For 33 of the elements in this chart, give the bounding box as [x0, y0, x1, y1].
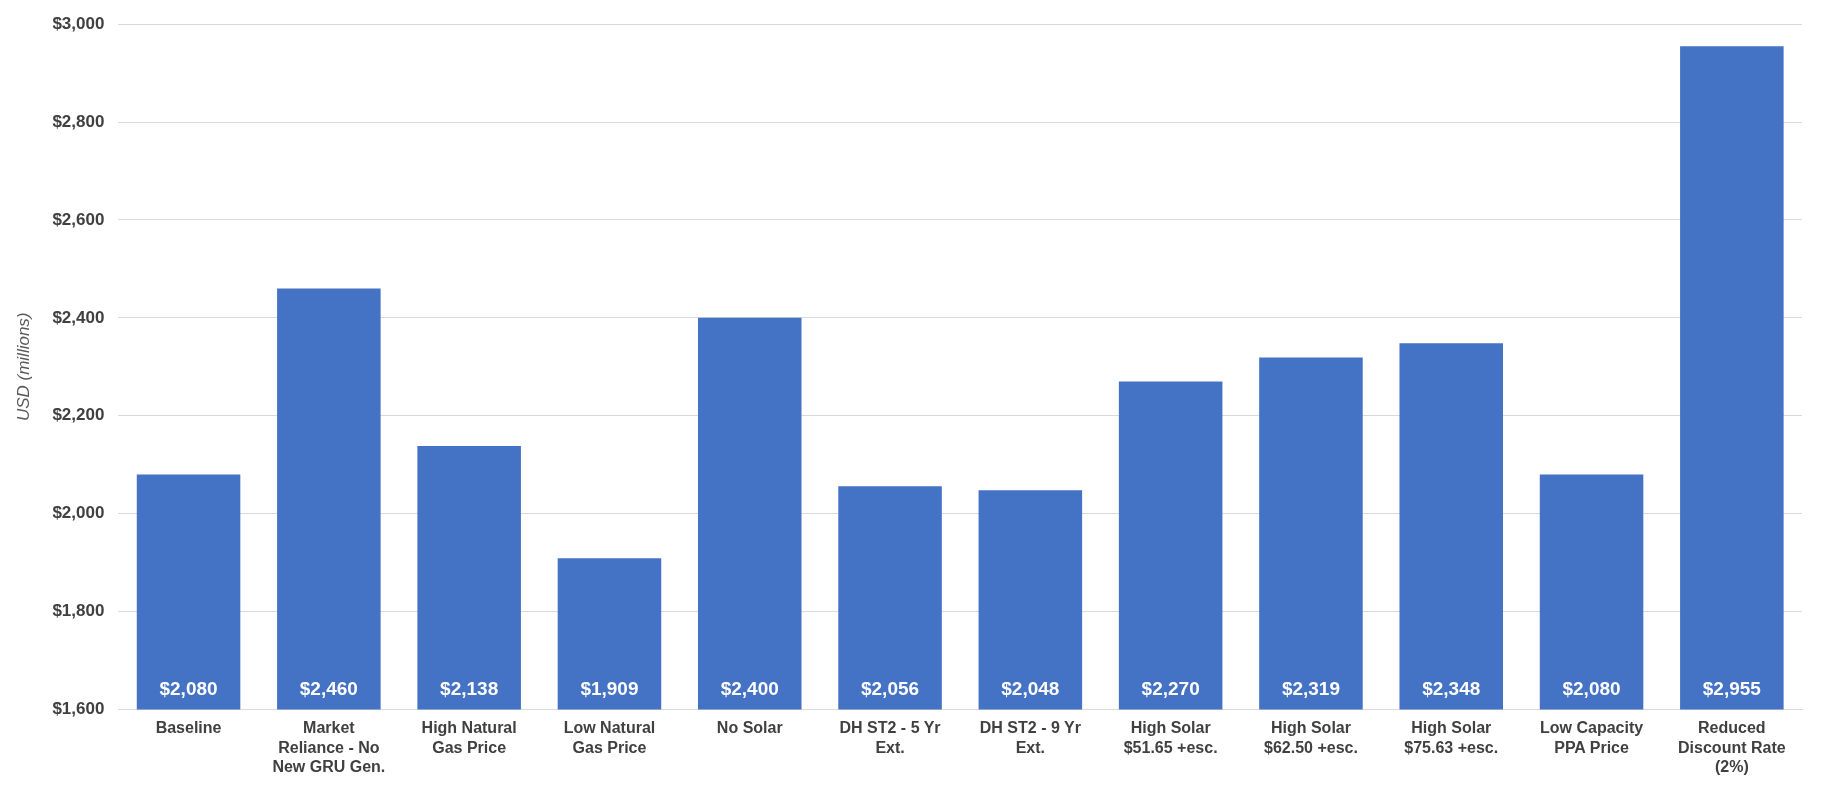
data-label: $1,909 [580, 678, 639, 700]
data-label: $2,138 [440, 678, 499, 700]
y-tick-label: $2,800 [52, 111, 105, 131]
data-label: $2,955 [1702, 678, 1762, 700]
x-tick-label: DH ST2 - 5 Yr Ext. [839, 719, 941, 756]
x-tick-label: Low Capacity PPA Price [1539, 719, 1644, 756]
data-label: $2,048 [1001, 678, 1060, 700]
x-tick-label: DH ST2 - 9 Yr Ext. [979, 719, 1081, 756]
data-label: $2,348 [1422, 678, 1481, 700]
data-label: $2,080 [159, 678, 218, 700]
x-tick-label: High Natural Gas Price [421, 719, 517, 756]
y-tick-label: $2,000 [52, 503, 105, 523]
y-tick-label: $2,200 [52, 405, 105, 425]
y-tick-label: $2,400 [52, 307, 105, 327]
x-tick-label: Low Natural Gas Price [563, 719, 656, 756]
x-tick-label: Market Reliance - No New GRU Gen. [272, 719, 386, 775]
y-tick-label: $1,800 [52, 601, 105, 621]
x-tick-label: Reduced Discount Rate (2%) [1678, 719, 1786, 775]
data-label: $2,460 [299, 678, 358, 700]
data-label: $2,080 [1562, 678, 1621, 700]
x-tick-label: High Solar $62.50 +esc. [1264, 719, 1358, 756]
x-tick-label: No Solar [716, 719, 783, 737]
y-tick-label: $2,600 [52, 209, 105, 229]
data-label: $2,400 [720, 678, 779, 700]
y-tick-label: $1,600 [52, 699, 105, 719]
y-tick-label: $3,000 [52, 13, 105, 33]
x-tick-label: High Solar $51.65 +esc. [1123, 719, 1218, 756]
data-label: $2,270 [1141, 678, 1200, 700]
data-label: $2,319 [1281, 678, 1341, 700]
y-axis-title: USD (millions) [13, 312, 33, 422]
data-label: $2,056 [860, 678, 920, 700]
x-tick-label: Baseline [155, 719, 222, 737]
x-tick-label: High Solar $75.63 +esc. [1404, 719, 1499, 756]
